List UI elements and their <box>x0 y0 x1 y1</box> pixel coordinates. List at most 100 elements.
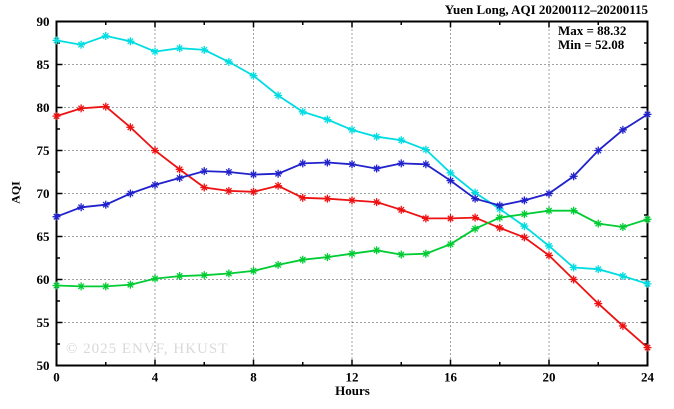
marker-stroke <box>102 32 109 40</box>
marker-stroke <box>644 344 651 351</box>
cyan-series-line <box>56 34 648 285</box>
y-tick-label: 75 <box>37 143 51 158</box>
marker-stroke <box>570 207 577 214</box>
marker-stroke <box>619 126 627 134</box>
marker-stroke <box>373 198 380 206</box>
blue-series-markers <box>52 110 652 221</box>
marker-stroke <box>324 159 331 166</box>
marker-stroke <box>299 194 306 201</box>
marker-stroke <box>274 92 282 99</box>
marker-stroke <box>398 251 405 258</box>
marker-stroke <box>373 165 380 172</box>
marker-stroke <box>545 242 553 250</box>
marker-stroke <box>496 202 503 209</box>
blue-series <box>52 110 652 221</box>
marker-stroke <box>595 300 602 307</box>
marker-stroke <box>201 184 208 191</box>
marker-stroke <box>53 213 60 220</box>
marker-stroke <box>521 223 528 230</box>
marker-stroke <box>127 190 134 197</box>
marker-stroke <box>201 167 208 175</box>
marker-stroke <box>422 146 430 153</box>
marker-stroke <box>201 46 208 54</box>
x-axis-label: Hours <box>335 383 370 398</box>
marker-stroke <box>225 58 233 66</box>
marker-stroke <box>422 161 430 168</box>
x-tick-label: 16 <box>444 370 458 385</box>
marker-stroke <box>127 124 134 131</box>
marker-stroke <box>545 252 553 259</box>
marker-stroke <box>176 272 183 280</box>
marker-stroke <box>77 105 85 112</box>
marker-stroke <box>53 282 60 289</box>
marker-stroke <box>595 220 602 227</box>
marker-stroke <box>299 256 306 263</box>
marker-stroke <box>348 197 356 204</box>
green-series-markers <box>52 206 652 291</box>
marker-stroke <box>644 280 651 287</box>
x-tick-label: 12 <box>346 370 359 385</box>
marker-stroke <box>348 126 356 134</box>
marker-stroke <box>151 48 159 55</box>
y-tick-label: 60 <box>37 272 50 287</box>
x-tick-label: 8 <box>250 370 257 385</box>
y-tick-label: 55 <box>37 315 51 330</box>
min-value-label: Min = 52.08 <box>558 37 625 52</box>
green-series <box>52 206 652 291</box>
max-value-label: Max = 88.32 <box>558 23 627 38</box>
marker-stroke <box>250 171 257 178</box>
x-tick-label: 0 <box>53 370 60 385</box>
marker-stroke <box>447 169 454 177</box>
marker-stroke <box>151 181 159 189</box>
marker-stroke <box>176 166 183 173</box>
marker-stroke <box>151 147 159 154</box>
marker-stroke <box>373 247 380 254</box>
marker-stroke <box>447 215 454 222</box>
marker-stroke <box>102 103 109 110</box>
marker-stroke <box>644 216 651 223</box>
marker-stroke <box>398 160 405 167</box>
marker-stroke <box>619 223 627 231</box>
marker-stroke <box>274 170 282 177</box>
marker-stroke <box>595 147 602 154</box>
marker-stroke <box>77 41 85 48</box>
stats-annotation: Max = 88.32 Min = 52.08 <box>558 24 626 52</box>
marker-stroke <box>77 283 85 290</box>
red-series-markers <box>52 102 652 352</box>
marker-stroke <box>422 250 430 257</box>
marker-stroke <box>570 173 577 180</box>
marker-stroke <box>225 187 233 195</box>
cyan-series-markers <box>52 31 652 288</box>
marker-stroke <box>250 267 257 275</box>
marker-stroke <box>299 160 306 167</box>
marker-stroke <box>176 174 183 182</box>
marker-stroke <box>176 45 183 52</box>
y-tick-label: 65 <box>37 229 51 244</box>
marker-stroke <box>619 272 627 280</box>
marker-stroke <box>324 116 331 123</box>
marker-stroke <box>274 261 282 269</box>
marker-stroke <box>447 241 454 248</box>
y-tick-label: 80 <box>37 100 50 115</box>
marker-stroke <box>225 168 233 176</box>
marker-stroke <box>127 281 134 288</box>
marker-stroke <box>496 214 503 221</box>
y-axis-label: AQI <box>8 181 23 204</box>
marker-stroke <box>398 206 405 213</box>
marker-stroke <box>398 137 405 144</box>
tick-labels: 0 4 8 12 16 20 24 50 55 60 65 70 75 80 85 90 <box>37 14 655 385</box>
plot-border <box>55 20 649 367</box>
marker-stroke <box>471 225 479 232</box>
marker-stroke <box>250 72 257 79</box>
marker-stroke <box>225 270 233 277</box>
chart-title: Yuen Long, AQI 20200112–20200115 <box>444 2 648 17</box>
red-series-line <box>56 105 649 349</box>
watermark-text: © 2025 ENVF, HKUST <box>66 341 229 357</box>
marker-stroke <box>53 112 60 120</box>
marker-stroke <box>77 204 85 211</box>
y-tick-label: 70 <box>37 186 50 201</box>
marker-stroke <box>447 177 454 184</box>
y-tick-label: 85 <box>37 57 51 72</box>
marker-stroke <box>348 250 356 257</box>
